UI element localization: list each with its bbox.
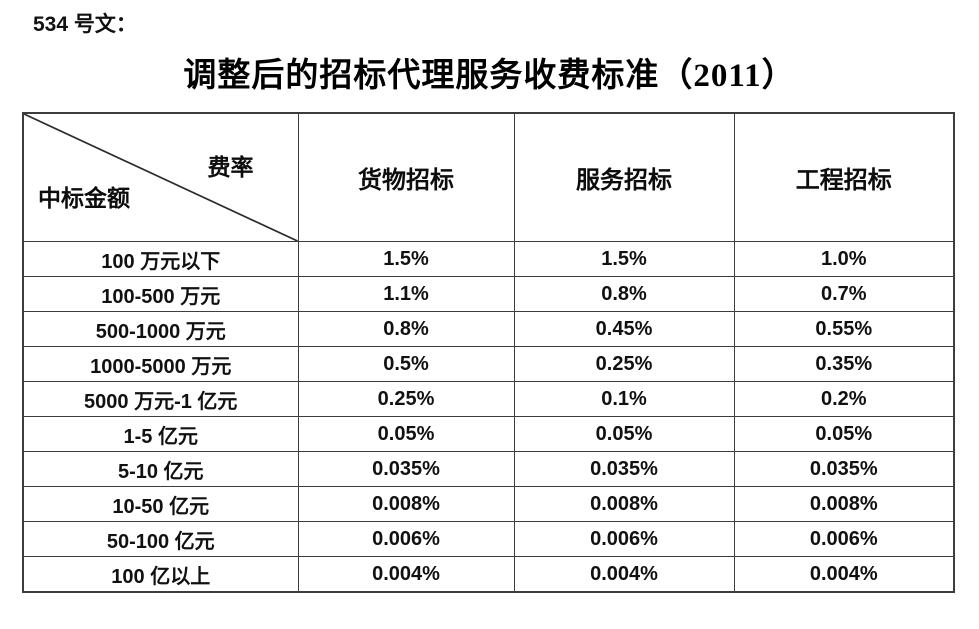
row-label: 500-1000 万元: [22, 311, 299, 347]
row-label: 1000-5000 万元: [22, 346, 299, 382]
rate-cell: 1.5%: [513, 241, 735, 277]
table-row: 100 亿以上 0.004% 0.004% 0.004%: [22, 556, 955, 593]
fee-standard-table: 费率 中标金额 货物招标 服务招标 工程招标 100 万元以下 1.5% 1.5…: [22, 112, 955, 593]
row-label: 100 万元以下: [22, 241, 299, 277]
table-row: 5000 万元-1 亿元 0.25% 0.1% 0.2%: [22, 381, 955, 417]
column-header-service-bidding: 服务招标: [513, 112, 735, 242]
rate-cell: 0.5%: [297, 346, 515, 382]
rate-cell: 0.035%: [733, 451, 955, 487]
rate-cell: 0.55%: [733, 311, 955, 347]
table-row: 50-100 亿元 0.006% 0.006% 0.006%: [22, 521, 955, 557]
rate-cell: 0.2%: [733, 381, 955, 417]
rate-cell: 0.05%: [297, 416, 515, 452]
rate-cell: 0.008%: [733, 486, 955, 522]
table-row: 1000-5000 万元 0.5% 0.25% 0.35%: [22, 346, 955, 382]
rate-cell: 0.25%: [297, 381, 515, 417]
table-row: 500-1000 万元 0.8% 0.45% 0.55%: [22, 311, 955, 347]
rate-cell: 0.004%: [297, 556, 515, 593]
corner-header-cell: 费率 中标金额: [22, 112, 299, 242]
row-label: 1-5 亿元: [22, 416, 299, 452]
row-label: 5000 万元-1 亿元: [22, 381, 299, 417]
diagonal-divider-line: [24, 114, 298, 241]
rate-cell: 0.8%: [513, 276, 735, 312]
rate-cell: 0.006%: [297, 521, 515, 557]
column-header-engineering-bidding: 工程招标: [733, 112, 955, 242]
rate-cell: 0.004%: [733, 556, 955, 593]
rate-cell: 1.5%: [297, 241, 515, 277]
corner-label-amount: 中标金额: [38, 186, 130, 211]
rate-cell: 0.004%: [513, 556, 735, 593]
rate-cell: 0.006%: [733, 521, 955, 557]
page-title: 调整后的招标代理服务收费标准（2011）: [183, 58, 796, 94]
rate-cell: 0.35%: [733, 346, 955, 382]
table-row: 10-50 亿元 0.008% 0.008% 0.008%: [22, 486, 955, 522]
table-row: 100 万元以下 1.5% 1.5% 1.0%: [22, 241, 955, 277]
rate-cell: 1.1%: [297, 276, 515, 312]
table-row: 100-500 万元 1.1% 0.8% 0.7%: [22, 276, 955, 312]
table-header-row: 费率 中标金额 货物招标 服务招标 工程招标: [22, 112, 955, 242]
table-row: 1-5 亿元 0.05% 0.05% 0.05%: [22, 416, 955, 452]
row-label: 5-10 亿元: [22, 451, 299, 487]
row-label: 100 亿以上: [22, 556, 299, 593]
rate-cell: 0.035%: [513, 451, 735, 487]
rate-cell: 0.1%: [513, 381, 735, 417]
row-label: 100-500 万元: [22, 276, 299, 312]
table-row: 5-10 亿元 0.035% 0.035% 0.035%: [22, 451, 955, 487]
rate-cell: 0.008%: [513, 486, 735, 522]
rate-cell: 0.05%: [513, 416, 735, 452]
column-header-goods-bidding: 货物招标: [297, 112, 515, 242]
rate-cell: 0.006%: [513, 521, 735, 557]
rate-cell: 0.7%: [733, 276, 955, 312]
row-label: 10-50 亿元: [22, 486, 299, 522]
rate-cell: 0.45%: [513, 311, 735, 347]
doc-number-label: 534 号文：: [33, 13, 137, 36]
corner-label-rate: 费率: [207, 155, 254, 180]
rate-cell: 0.008%: [297, 486, 515, 522]
rate-cell: 1.0%: [733, 241, 955, 277]
rate-cell: 0.035%: [297, 451, 515, 487]
rate-cell: 0.8%: [297, 311, 515, 347]
rate-cell: 0.25%: [513, 346, 735, 382]
row-label: 50-100 亿元: [22, 521, 299, 557]
rate-cell: 0.05%: [733, 416, 955, 452]
